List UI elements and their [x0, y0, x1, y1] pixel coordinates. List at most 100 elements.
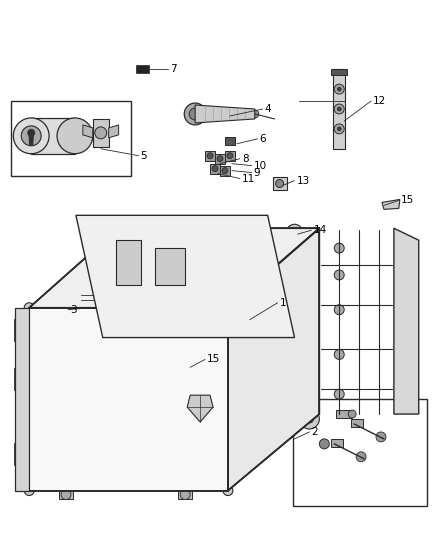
Text: 11: 11 — [242, 174, 255, 183]
Text: 1: 1 — [279, 298, 286, 308]
Bar — [129, 404, 206, 472]
Circle shape — [334, 389, 344, 399]
Bar — [133, 332, 202, 383]
Polygon shape — [29, 228, 319, 308]
Circle shape — [251, 110, 259, 118]
Bar — [351, 419, 363, 427]
Circle shape — [61, 490, 71, 499]
Circle shape — [334, 104, 344, 114]
Bar — [129, 328, 206, 387]
Text: 7: 7 — [170, 64, 177, 74]
Circle shape — [13, 118, 49, 154]
Circle shape — [334, 350, 344, 359]
Bar — [205, 151, 215, 160]
Bar — [14, 368, 30, 390]
Bar — [31, 118, 75, 154]
Bar — [41, 404, 119, 472]
Text: 4: 4 — [265, 104, 271, 114]
Ellipse shape — [170, 320, 200, 329]
Polygon shape — [187, 395, 213, 422]
Bar — [333, 69, 345, 149]
Bar — [400, 249, 414, 267]
Polygon shape — [109, 125, 119, 138]
Bar — [400, 365, 414, 383]
Bar — [45, 408, 115, 468]
Circle shape — [222, 168, 228, 174]
Polygon shape — [76, 215, 294, 337]
Bar — [400, 326, 414, 343]
Text: 8: 8 — [242, 154, 248, 164]
Text: 12: 12 — [373, 96, 386, 106]
Polygon shape — [83, 125, 93, 138]
Polygon shape — [382, 199, 400, 209]
Bar — [45, 332, 115, 383]
Bar — [293, 399, 427, 506]
Circle shape — [403, 330, 411, 338]
Circle shape — [212, 166, 218, 172]
Circle shape — [286, 224, 303, 240]
Bar — [220, 166, 230, 175]
Circle shape — [305, 415, 314, 423]
Polygon shape — [394, 228, 419, 414]
Bar — [215, 154, 225, 164]
Polygon shape — [15, 308, 29, 490]
Circle shape — [300, 409, 319, 429]
Polygon shape — [28, 133, 34, 146]
Bar — [273, 176, 286, 190]
Circle shape — [95, 127, 107, 139]
Bar — [225, 151, 235, 160]
Circle shape — [180, 490, 190, 499]
Circle shape — [403, 291, 411, 299]
Text: 3: 3 — [70, 305, 77, 314]
Bar — [400, 286, 414, 304]
Bar — [178, 490, 192, 498]
Bar — [14, 443, 30, 465]
Bar — [210, 164, 220, 174]
Text: 10: 10 — [254, 160, 267, 171]
Text: 13: 13 — [297, 175, 310, 185]
Circle shape — [168, 226, 172, 230]
Circle shape — [166, 238, 170, 242]
Circle shape — [189, 108, 201, 120]
Text: 15: 15 — [401, 196, 414, 205]
Circle shape — [223, 486, 233, 496]
Circle shape — [21, 126, 41, 146]
Circle shape — [334, 124, 344, 134]
Circle shape — [173, 233, 177, 237]
Bar — [93, 119, 109, 147]
Circle shape — [337, 127, 341, 131]
Bar — [41, 328, 119, 387]
Bar — [400, 395, 414, 413]
Bar — [331, 439, 343, 447]
Bar — [336, 410, 352, 418]
Text: 15: 15 — [207, 354, 220, 365]
Circle shape — [337, 107, 341, 111]
Circle shape — [24, 486, 34, 496]
Bar — [59, 490, 73, 498]
Text: 5: 5 — [141, 151, 147, 161]
Text: 9: 9 — [254, 167, 261, 177]
Polygon shape — [195, 105, 255, 123]
Circle shape — [337, 87, 341, 91]
Circle shape — [356, 452, 366, 462]
Text: 6: 6 — [260, 134, 266, 144]
Circle shape — [223, 303, 233, 313]
Circle shape — [334, 270, 344, 280]
Circle shape — [348, 410, 356, 418]
Circle shape — [227, 153, 233, 159]
Bar — [133, 408, 202, 468]
Polygon shape — [29, 308, 228, 490]
Bar — [331, 69, 347, 75]
Circle shape — [403, 400, 411, 408]
Circle shape — [184, 103, 206, 125]
Polygon shape — [228, 228, 319, 490]
Circle shape — [319, 439, 329, 449]
Circle shape — [334, 305, 344, 314]
Bar — [14, 319, 30, 341]
Circle shape — [290, 228, 298, 236]
Circle shape — [334, 84, 344, 94]
Circle shape — [57, 118, 93, 154]
Text: 14: 14 — [314, 225, 327, 235]
Bar — [135, 65, 149, 73]
Circle shape — [24, 303, 34, 313]
